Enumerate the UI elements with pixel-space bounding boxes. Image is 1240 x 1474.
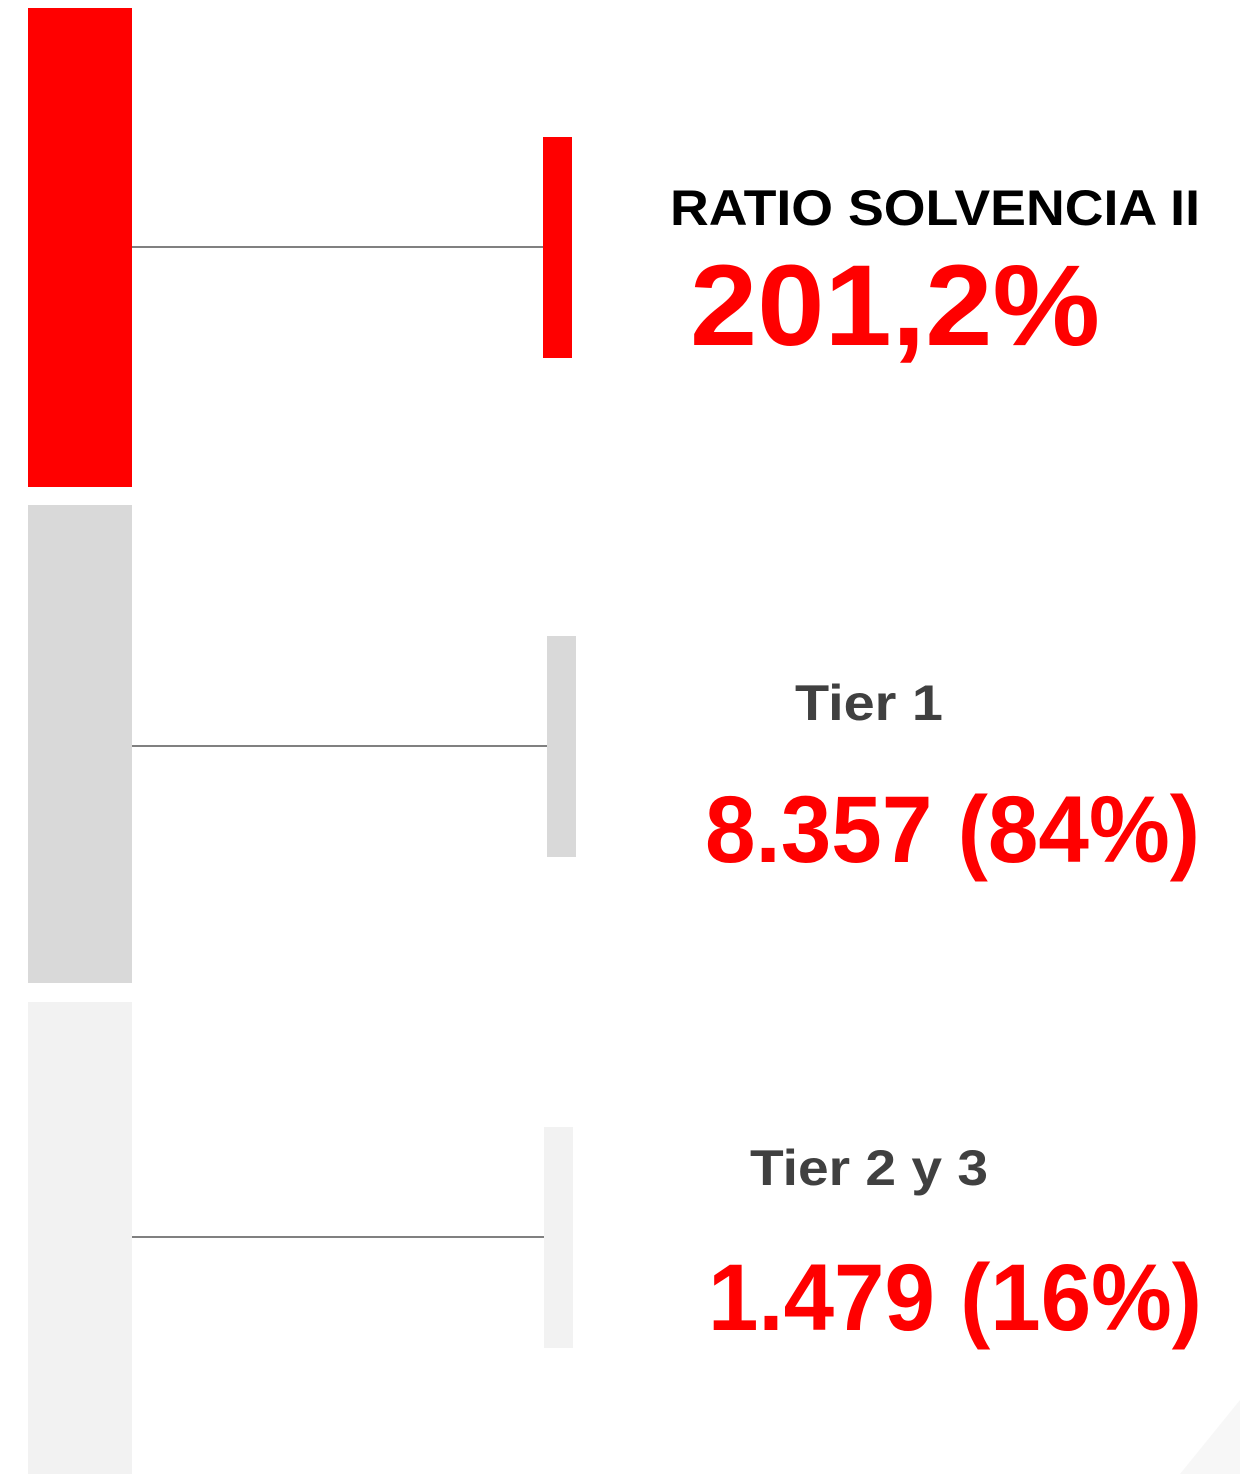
- corner-decoration: [1180, 1400, 1240, 1474]
- bracket: [543, 137, 572, 358]
- bracket: [544, 1127, 573, 1348]
- tier1-block: [28, 505, 132, 983]
- tier-label: Tier 1: [795, 675, 943, 731]
- ratio-label: RATIO SOLVENCIA II: [670, 180, 1200, 236]
- tier-value: 1.479 (16%): [708, 1245, 1202, 1351]
- tier-label: Tier 2 y 3: [750, 1140, 988, 1196]
- ratio-block: [28, 8, 132, 487]
- tier-value: 8.357 (84%): [705, 777, 1200, 883]
- tier2-block: [28, 1002, 132, 1474]
- ratio-value: 201,2%: [690, 242, 1100, 370]
- bracket: [547, 636, 576, 857]
